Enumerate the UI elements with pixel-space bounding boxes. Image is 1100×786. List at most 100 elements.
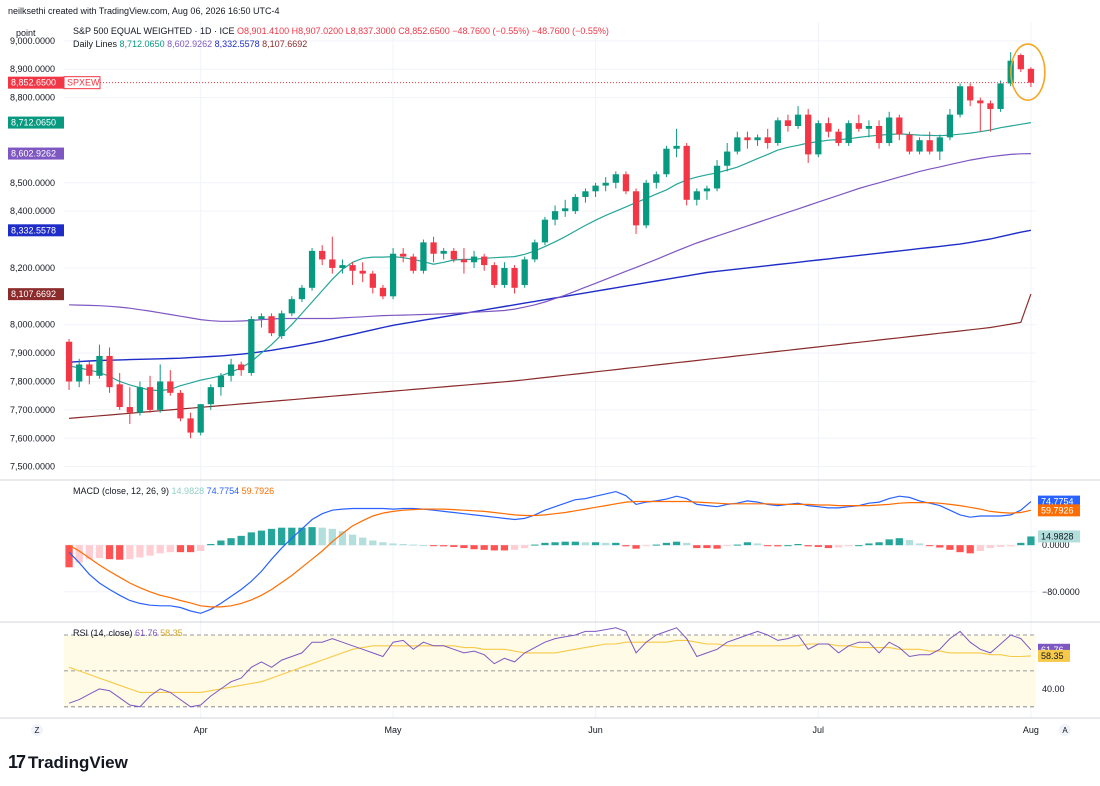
rsi-value-tag (1038, 649, 1070, 662)
candle (238, 361, 245, 376)
macd-histogram-bar (875, 542, 883, 546)
macd-histogram-bar (591, 542, 600, 546)
candle-body (227, 364, 235, 376)
time-axis-label: May (385, 725, 403, 735)
candle (977, 97, 984, 132)
macd-histogram-bar (288, 527, 296, 546)
candle-body (886, 117, 893, 144)
candle (501, 262, 508, 288)
candle (967, 83, 974, 107)
macd-histogram-bar (460, 545, 468, 549)
tv-logo-icon: 17 (8, 752, 26, 772)
candle (349, 262, 356, 285)
candle (875, 120, 883, 149)
candle (987, 100, 994, 132)
candle-body (410, 256, 417, 271)
macd-histogram-bar (389, 543, 397, 546)
candle (562, 199, 569, 217)
macd-histogram-bar (359, 537, 367, 546)
candle (997, 80, 1004, 112)
tradingview-logo[interactable]: 17 TradingView (8, 752, 128, 773)
highlight-ellipse (1010, 43, 1046, 101)
candle (805, 108, 812, 163)
macd-histogram-bar (885, 539, 893, 546)
price-axis-label: 7,600.0000 (10, 433, 55, 443)
candle-body (379, 287, 387, 297)
macd-histogram-bar (257, 530, 266, 546)
candle-body (258, 316, 265, 320)
candle (602, 177, 609, 192)
macd-histogram-bar (845, 545, 853, 547)
macd-histogram-bar (733, 544, 741, 546)
candle (643, 179, 650, 229)
candle-body (906, 134, 913, 152)
macd-histogram-bar (753, 543, 762, 546)
candle-body (612, 174, 619, 183)
candle (167, 370, 174, 396)
candle-body (622, 174, 630, 192)
macd-histogram-bar (905, 539, 914, 546)
price-axis-label: 8,200.0000 (10, 263, 55, 273)
candle (713, 160, 721, 192)
time-axis: Apr May Jun Jul Aug Z A (31, 724, 1071, 736)
candle (936, 134, 943, 161)
ma20-line (68, 122, 1031, 392)
candle-body (116, 384, 123, 408)
daily-lines-legend: Daily Lines 8,712.0650 8,602.9262 8,332.… (73, 39, 307, 49)
candle (906, 131, 913, 155)
macd-histogram-bar (652, 544, 660, 546)
macd-histogram-bar (672, 541, 681, 546)
candle (622, 171, 630, 195)
candle (248, 316, 255, 376)
time-axis-label: Aug (1023, 725, 1039, 735)
candle-body (420, 242, 427, 271)
macd-histogram-bar (561, 541, 569, 546)
macd-histogram-bar (105, 545, 114, 560)
candle-body (136, 387, 144, 413)
macd-histogram-bar (764, 545, 772, 547)
candle-body (65, 341, 73, 382)
candle (886, 111, 893, 146)
candle (531, 239, 538, 263)
macd-histogram-bar (804, 545, 812, 547)
candle (268, 313, 275, 337)
candle-body (308, 250, 316, 288)
macd-histogram-bar (470, 545, 478, 550)
ma-value-tag (8, 288, 64, 301)
ma200-line (69, 293, 1032, 419)
candle-body (268, 316, 275, 334)
macd-histogram-bar (602, 542, 610, 546)
candle (703, 185, 711, 200)
macd-histogram-bar (1017, 542, 1025, 546)
macd-histogram-bar (996, 545, 1005, 547)
candle (541, 216, 549, 246)
candle (86, 361, 93, 385)
macd-histogram-bar (612, 542, 620, 546)
time-axis-label: Jun (588, 725, 603, 735)
candle-body (724, 151, 731, 166)
macd-histogram-bar (227, 538, 235, 546)
macd-histogram-bar (440, 545, 448, 547)
macd-histogram-bar (794, 544, 802, 546)
candle-body (997, 83, 1004, 109)
candle-body (551, 211, 559, 220)
symbol-tag (63, 76, 101, 90)
ma-value-label: 8,602.9262 (11, 149, 56, 159)
candle-body (197, 404, 204, 433)
candle-body (582, 191, 589, 197)
macd-value-label: 74.7754 (1041, 497, 1074, 507)
macd-histogram-bar (186, 545, 195, 553)
candle-body (511, 267, 518, 288)
price-axis-label: 7,700.0000 (10, 405, 55, 415)
candle-body (835, 131, 842, 144)
candle-body (369, 273, 376, 288)
candle-body (734, 137, 741, 152)
macd-histogram-bar (318, 527, 326, 546)
candle (734, 131, 741, 155)
candle-body (693, 191, 700, 200)
macd-histogram-bar (338, 531, 347, 546)
macd-histogram-bar (723, 545, 731, 547)
macd-histogram-bar (166, 545, 174, 553)
candle (673, 128, 680, 158)
